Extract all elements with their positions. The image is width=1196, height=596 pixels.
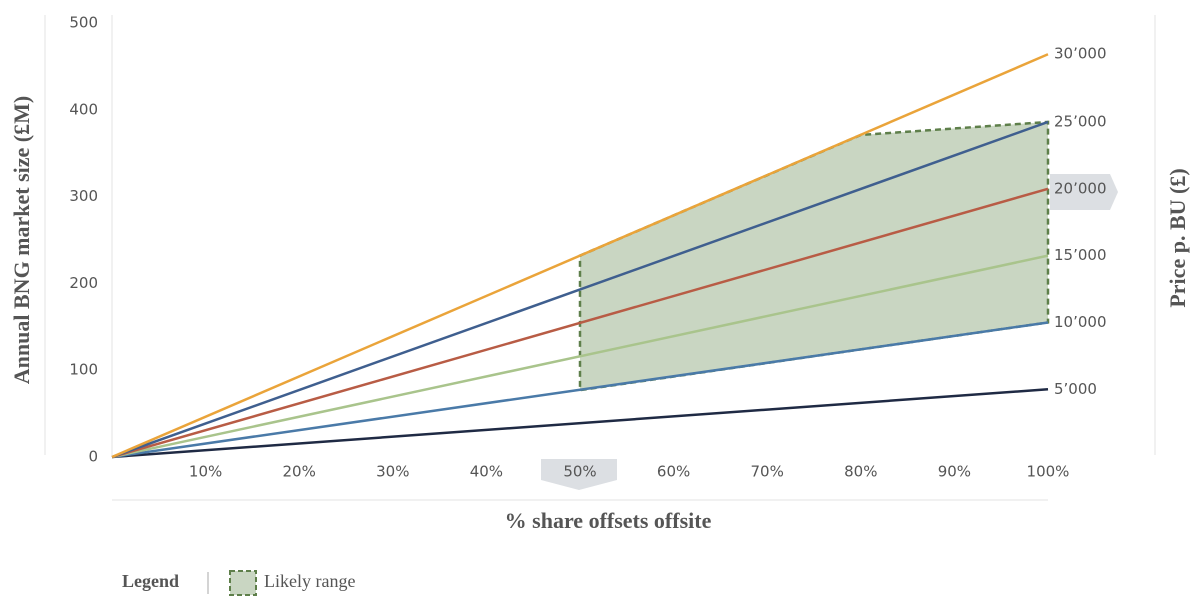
x-tick-label: 70% <box>751 463 784 481</box>
y-tick-label: 0 <box>88 448 98 466</box>
series-line <box>111 53 1049 459</box>
y-tick-label: 100 <box>69 361 98 379</box>
x-tick-label: 80% <box>844 463 877 481</box>
y-tick-label: 400 <box>69 100 98 118</box>
x-tick-label: 20% <box>283 463 316 481</box>
x-tick-label: 30% <box>376 463 409 481</box>
y2-axis-label: Price p. BU (£) <box>1165 168 1190 307</box>
series-line <box>111 187 1049 459</box>
y-axis-label: Annual BNG market size (£M) <box>9 96 34 384</box>
tick-highlight <box>541 459 617 490</box>
y-tick-label: 300 <box>69 187 98 205</box>
x-tick-label: 10% <box>189 463 222 481</box>
x-tick-label: 100% <box>1027 463 1070 481</box>
series-line <box>111 120 1049 459</box>
x-tick-label: 50% <box>563 463 596 481</box>
legend-title: Legend <box>122 571 179 591</box>
series-line <box>111 254 1049 459</box>
series-label: 5’000 <box>1054 380 1097 398</box>
label-highlight <box>1050 174 1118 210</box>
series-line <box>111 321 1049 459</box>
legend-label: Likely range <box>264 571 355 591</box>
x-axis-label: % share offsets offsite <box>505 508 712 533</box>
series-label: 10’000 <box>1054 313 1107 331</box>
x-tick-label: 60% <box>657 463 690 481</box>
y-tick-label: 500 <box>69 14 98 32</box>
y-tick-label: 200 <box>69 274 98 292</box>
x-tick-label: 40% <box>470 463 503 481</box>
series-line <box>111 388 1049 459</box>
legend-swatch <box>229 570 257 596</box>
series-label: 20’000 <box>1054 179 1107 197</box>
series-label: 25’000 <box>1054 112 1107 130</box>
x-tick-label: 90% <box>938 463 971 481</box>
series-label: 30’000 <box>1054 45 1107 63</box>
series-label: 15’000 <box>1054 246 1107 264</box>
